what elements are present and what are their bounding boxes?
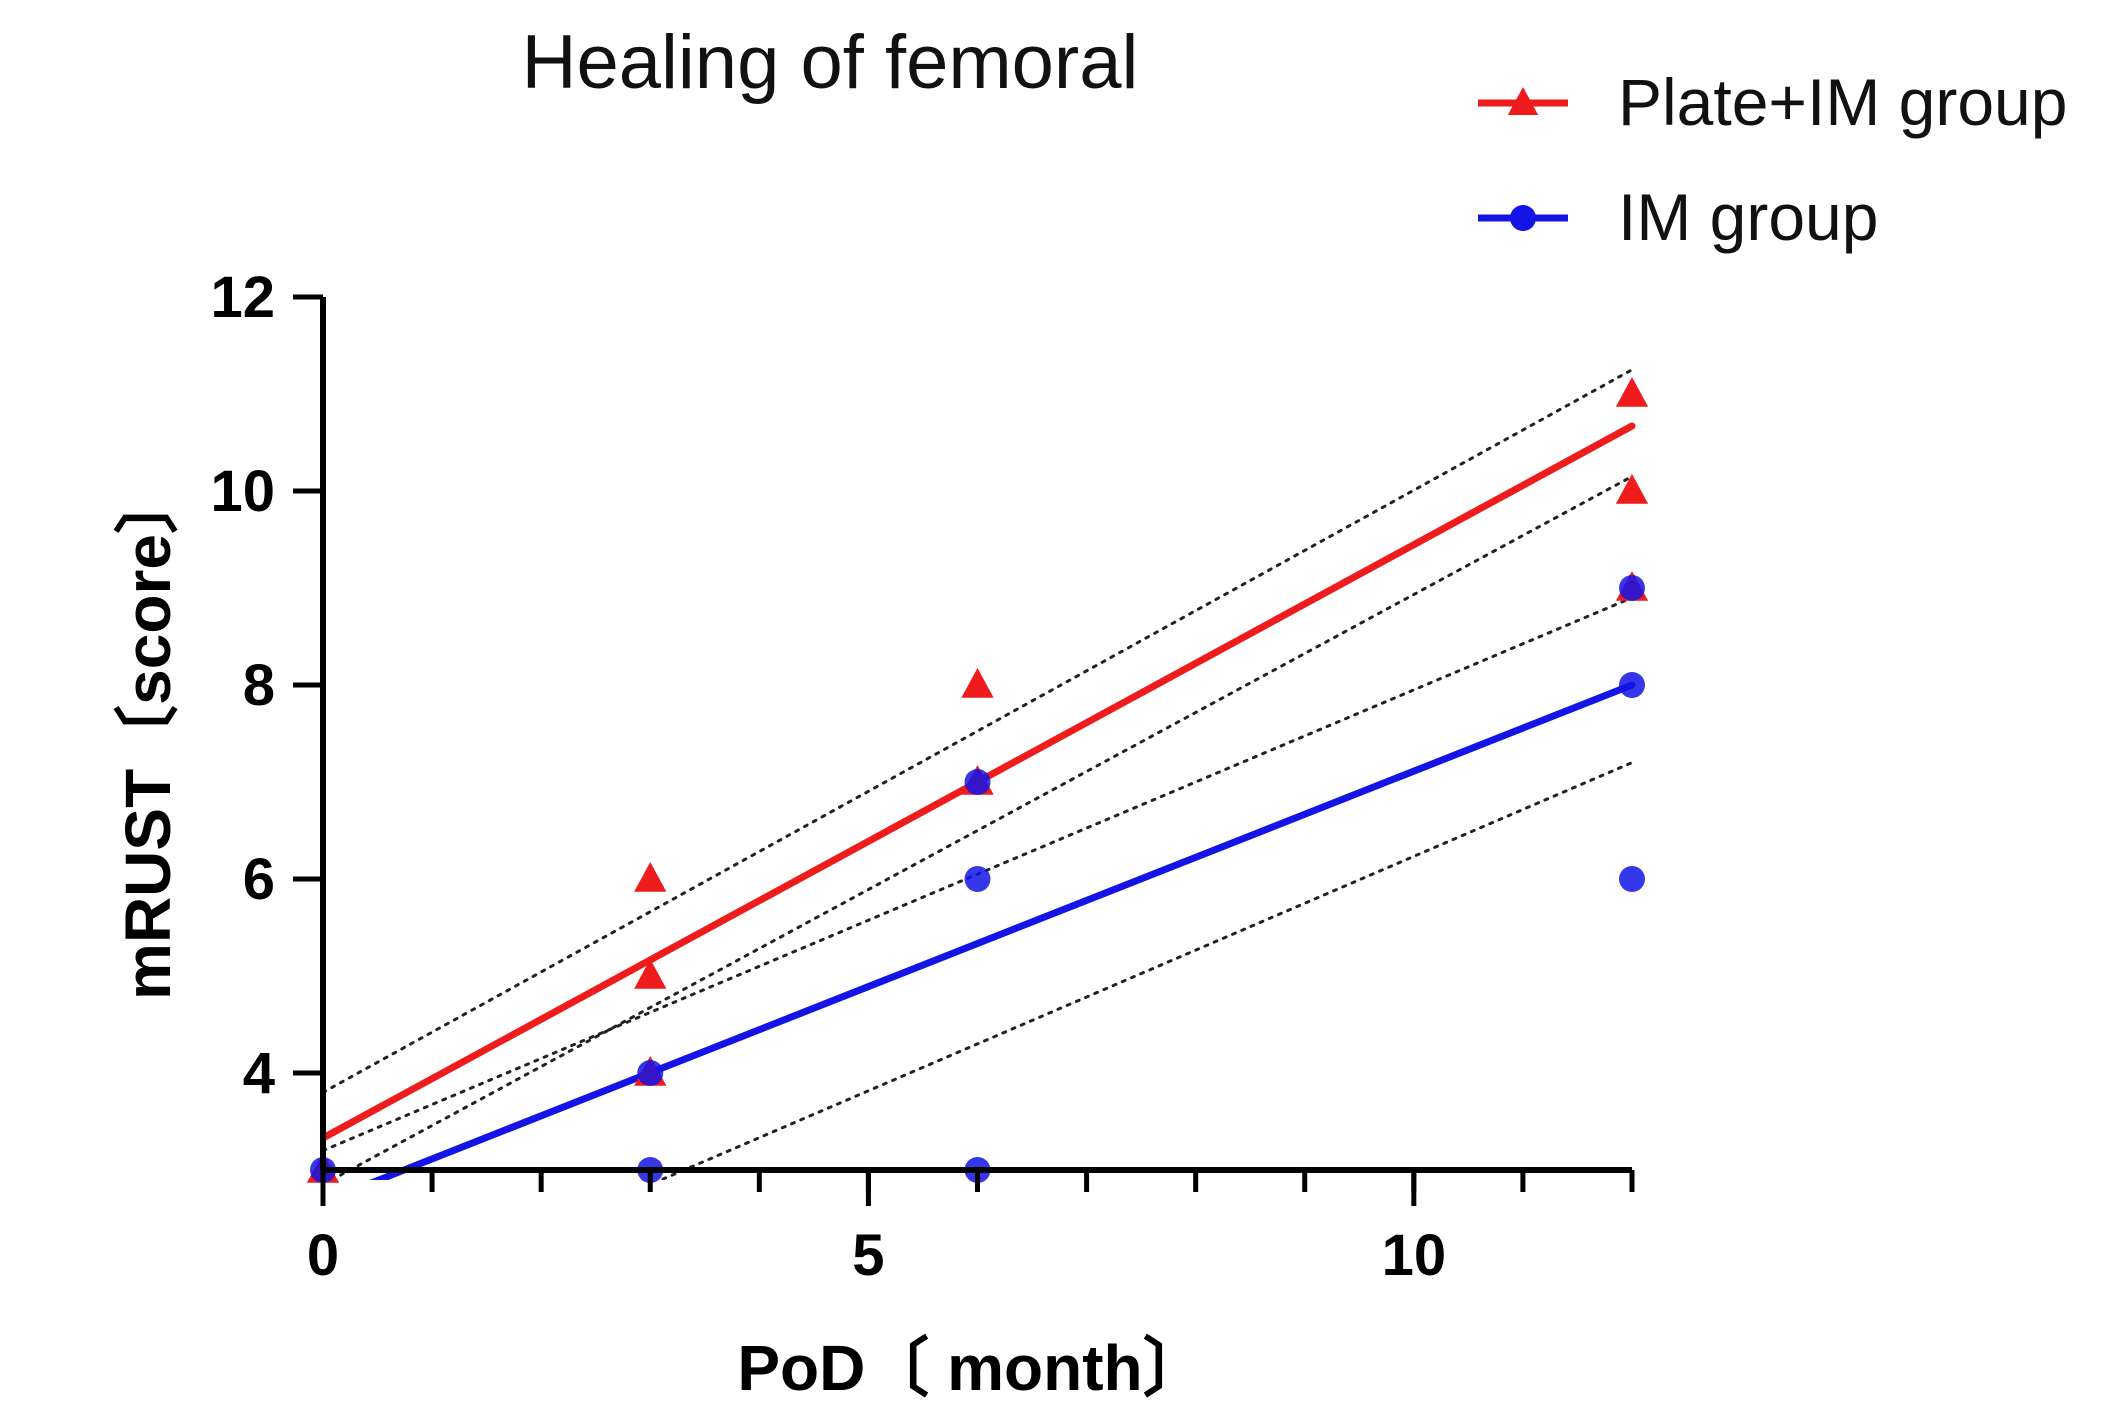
confidence-line — [321, 368, 1634, 1094]
regression-lines — [320, 422, 1636, 1180]
x-tick-label: 0 — [307, 1223, 339, 1288]
confidence-line — [657, 761, 1634, 1180]
data-point — [634, 862, 667, 892]
data-point — [1615, 377, 1649, 407]
data-points — [306, 377, 1649, 1183]
data-point — [961, 668, 994, 698]
axes: 0 5 10 4 6 8 10 12 — [210, 265, 1635, 1288]
data-point — [1619, 672, 1645, 698]
y-tick-label: 4 — [243, 1041, 275, 1106]
legend-label: IM group — [1618, 180, 1878, 254]
data-point — [964, 866, 991, 892]
y-tick-label: 8 — [243, 653, 275, 718]
data-point — [637, 1060, 664, 1086]
legend-label: Plate+IM group — [1618, 65, 2067, 139]
data-point — [1615, 474, 1649, 504]
legend-marker — [1510, 205, 1536, 231]
legend: Plate+IM group IM group — [1478, 65, 2067, 254]
x-axis-label: PoD〔 month〕 — [737, 1332, 1206, 1404]
y-tick-label: 10 — [210, 459, 275, 524]
x-tick-label: 10 — [1382, 1223, 1447, 1288]
data-point — [964, 769, 991, 795]
chart-title: Healing of femoral — [522, 20, 1139, 105]
data-point — [634, 959, 667, 989]
y-tick-label: 6 — [243, 847, 275, 912]
legend-marker — [1507, 87, 1539, 115]
regression-line — [369, 681, 1636, 1180]
confidence-line — [328, 474, 1634, 1180]
y-axis-label: mRUST〔score〕 — [112, 470, 184, 1000]
y-tick-label: 12 — [210, 265, 275, 330]
data-point — [1619, 866, 1645, 892]
x-tick-label: 5 — [852, 1223, 884, 1288]
data-point — [1619, 575, 1645, 601]
